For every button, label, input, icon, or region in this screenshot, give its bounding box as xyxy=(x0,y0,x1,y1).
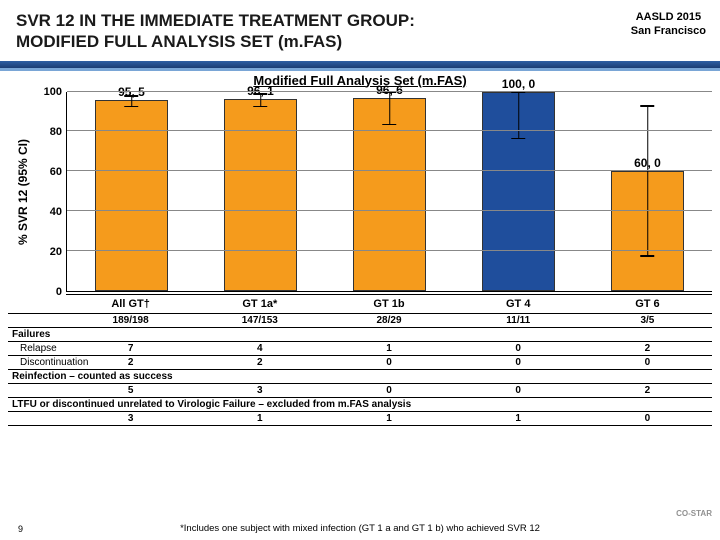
ltfu-header: LTFU or discontinued unrelated to Virolo… xyxy=(8,397,712,411)
relapse-row: Relapse 74102 xyxy=(8,341,712,355)
footnote: *Includes one subject with mixed infecti… xyxy=(0,523,720,534)
reinfection-header: Reinfection – counted as success xyxy=(8,369,712,383)
ltfu-row: 31110 xyxy=(8,411,712,426)
page-number: 9 xyxy=(18,524,23,534)
title-line2: MODIFIED FULL ANALYSIS SET (m.FAS) xyxy=(16,32,342,51)
bar-3: 100, 0 xyxy=(454,92,583,291)
conference-badge: AASLD 2015 San Francisco xyxy=(631,10,706,39)
slide-title: SVR 12 IN THE IMMEDIATE TREATMENT GROUP:… xyxy=(16,10,704,53)
title-line1: SVR 12 IN THE IMMEDIATE TREATMENT GROUP: xyxy=(16,11,415,30)
x-axis-labels: All GT†GT 1a*GT 1bGT 4GT 6 xyxy=(66,294,712,313)
discontinuation-row: Discontinuation 22000 xyxy=(8,355,712,369)
bar-2: 96, 6 xyxy=(325,92,454,291)
bar-4: 60, 0 xyxy=(583,92,712,291)
chart-subtitle: Modified Full Analysis Set (m.FAS) xyxy=(0,73,720,88)
failures-header: Failures xyxy=(8,327,712,341)
sponsor-logo: CO-STAR xyxy=(676,509,712,518)
y-ticks: 020406080100 xyxy=(38,92,66,292)
y-axis-label: % SVR 12 (95% CI) xyxy=(16,138,30,244)
counts-row: 189/198147/15328/2911/113/5 xyxy=(8,313,712,327)
bar-chart: % SVR 12 (95% CI) 020406080100 95, 596, … xyxy=(8,92,712,292)
plot-area: 95, 596, 196, 6100, 060, 0 xyxy=(66,92,712,292)
bar-1: 96, 1 xyxy=(196,92,325,291)
bar-0: 95, 5 xyxy=(67,92,196,291)
reinfection-row: 53002 xyxy=(8,383,712,397)
header-rule xyxy=(0,61,720,68)
